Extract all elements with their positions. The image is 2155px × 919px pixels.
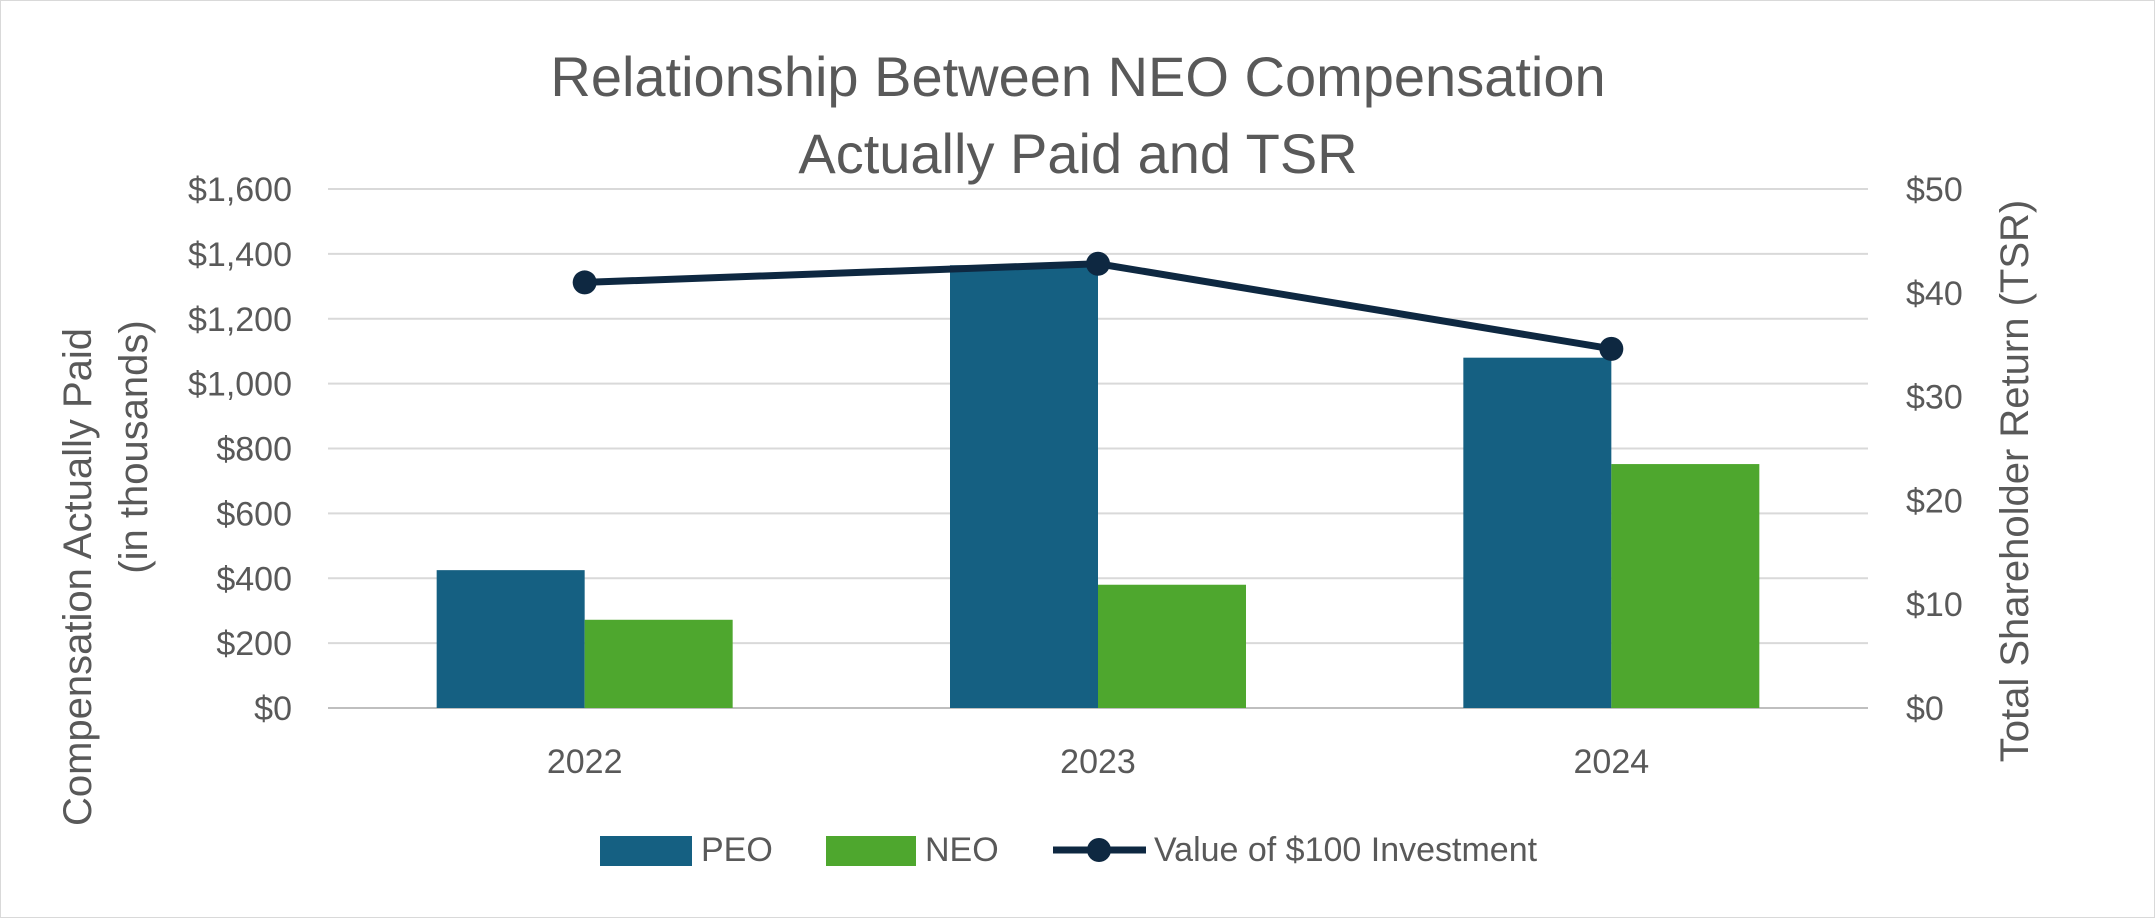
- x-tick-label: 2023: [1060, 743, 1136, 781]
- y-right-tick-label: $30: [1906, 379, 1963, 417]
- bar-neo-2023: [1098, 584, 1246, 708]
- y-right-tick-label: $20: [1906, 482, 1963, 520]
- tsr-point-2024: [1599, 336, 1624, 361]
- bar-neo-2022: [584, 619, 733, 708]
- x-tick-label: 2024: [1574, 743, 1650, 781]
- y-left-tick-label: $1,600: [188, 171, 292, 209]
- y-left-tick-label: $800: [216, 431, 292, 469]
- line-series: [572, 251, 1624, 361]
- tsr-point-2022: [572, 270, 597, 295]
- chart-title-line-1: Relationship Between NEO Compensation: [550, 45, 1605, 108]
- legend-swatch-peo: [600, 836, 692, 866]
- legend: PEO NEO Value of $100 Investment: [600, 831, 1538, 869]
- legend-swatch-neo: [826, 836, 916, 866]
- tsr-point-2023: [1086, 251, 1110, 276]
- y-right-axis-title: Total Shareholder Return (TSR): [1993, 200, 2037, 762]
- y-left-tick-label: $1,000: [188, 366, 292, 404]
- legend-label-neo: NEO: [925, 831, 999, 869]
- bar-peo-2024: [1463, 357, 1612, 708]
- bar-series: [436, 265, 1760, 708]
- legend-label-tsr: Value of $100 Investment: [1154, 831, 1538, 869]
- y-left-tick-label: $0: [254, 690, 292, 728]
- y-right-tick-label: $10: [1906, 586, 1963, 624]
- bar-peo-2022: [436, 570, 585, 708]
- legend-label-peo: PEO: [701, 831, 773, 869]
- y-left-axis-title-line-2: (in thousands): [112, 320, 156, 573]
- y-left-tick-labels: $0 $200 $400 $600 $800 $1,000 $1,200 $1,400 $1,6…: [188, 171, 292, 728]
- y-left-tick-label: $200: [216, 625, 292, 663]
- y-left-axis-title-line-1: Compensation Actually Paid: [56, 328, 100, 826]
- legend-marker-tsr: [1087, 838, 1111, 862]
- y-right-tick-labels: $0 $10 $20 $30 $40 $50: [1906, 171, 1963, 728]
- y-left-tick-label: $1,400: [188, 236, 292, 274]
- x-tick-labels: 2022 2023 2024: [547, 743, 1649, 781]
- y-left-tick-label: $1,200: [188, 301, 292, 339]
- y-right-tick-label: $50: [1906, 171, 1963, 209]
- bar-neo-2024: [1611, 464, 1760, 708]
- y-right-tick-label: $40: [1906, 275, 1963, 313]
- bar-peo-2023: [950, 265, 1098, 708]
- x-tick-label: 2022: [547, 743, 623, 781]
- y-left-tick-label: $600: [216, 495, 292, 533]
- chart-title-line-2: Actually Paid and TSR: [798, 122, 1357, 185]
- y-right-tick-label: $0: [1906, 690, 1944, 728]
- y-left-tick-label: $400: [216, 560, 292, 598]
